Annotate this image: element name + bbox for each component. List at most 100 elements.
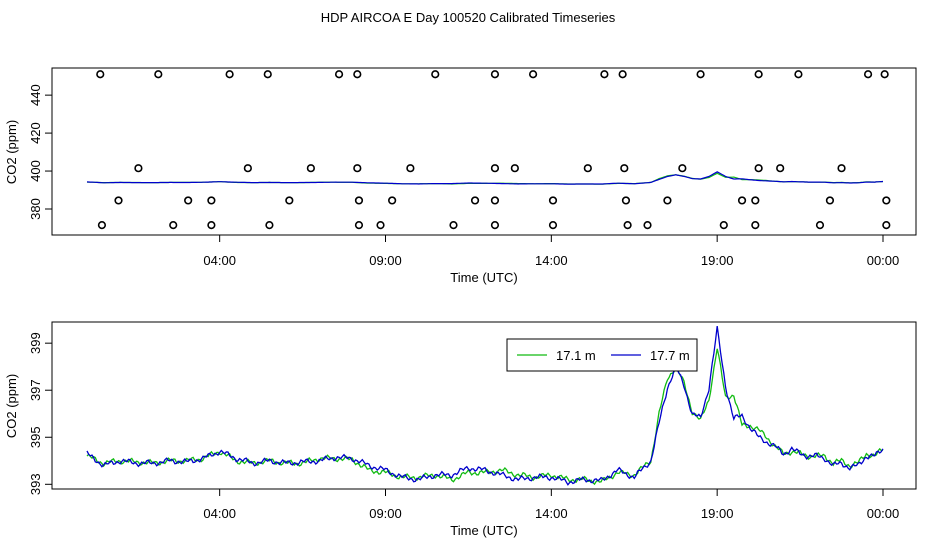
outlier-point xyxy=(696,70,705,79)
y-tick-label: 440 xyxy=(28,84,43,106)
outlier-point xyxy=(96,70,105,79)
outlier-point xyxy=(863,70,873,79)
y-tick-label: 393 xyxy=(28,473,43,495)
outlier-point xyxy=(490,221,500,230)
lower-y-axis-label: CO2 (ppm) xyxy=(4,374,19,438)
outlier-point xyxy=(621,196,631,205)
outlier-point xyxy=(388,196,397,205)
outlier-point xyxy=(719,221,728,230)
outlier-point xyxy=(353,70,362,79)
x-tick-label: 04:00 xyxy=(203,253,236,268)
legend-label-series-b: 17.7 m xyxy=(650,348,690,363)
outlier-point xyxy=(583,164,592,173)
outlier-point xyxy=(663,196,672,205)
outlier-point xyxy=(751,221,760,230)
x-tick-label: 19:00 xyxy=(701,253,734,268)
outlier-point xyxy=(490,196,500,205)
x-tick-label: 14:00 xyxy=(535,506,568,521)
outlier-point xyxy=(618,70,627,79)
outlier-point xyxy=(754,70,763,79)
outlier-point xyxy=(643,221,652,230)
upper-series-lines xyxy=(86,171,884,185)
x-tick-label: 04:00 xyxy=(203,506,236,521)
outlier-point xyxy=(620,164,629,173)
upper-outlier-points xyxy=(96,70,891,230)
outlier-point xyxy=(334,70,344,79)
outlier-point xyxy=(548,196,558,205)
outlier-point xyxy=(623,221,632,230)
panel-upper-scatter: 04:00 09:00 14:00 19:00 00:00 380 400 420 440 T… xyxy=(4,67,917,285)
outlier-point xyxy=(114,196,123,205)
y-tick-label: 395 xyxy=(28,426,43,448)
lower-series-line-b xyxy=(86,326,884,486)
outlier-point xyxy=(751,196,760,205)
outlier-point xyxy=(882,221,891,230)
lower-x-axis: 04:00 09:00 14:00 19:00 00:00 xyxy=(203,489,899,521)
outlier-point xyxy=(548,221,558,230)
outlier-point xyxy=(678,164,687,173)
outlier-point xyxy=(154,70,163,79)
outlier-point xyxy=(263,70,272,79)
outlier-point xyxy=(837,164,846,173)
outlier-point xyxy=(97,221,107,230)
y-tick-label: 380 xyxy=(28,198,43,220)
lower-x-axis-label: Time (UTC) xyxy=(450,523,517,538)
upper-x-axis: 04:00 09:00 14:00 19:00 00:00 xyxy=(203,235,899,268)
y-tick-label: 420 xyxy=(28,122,43,144)
x-tick-label: 09:00 xyxy=(369,253,402,268)
outlier-point xyxy=(880,70,889,79)
outlier-point xyxy=(449,221,458,230)
upper-series-line-b xyxy=(86,171,884,185)
upper-y-axis: 380 400 420 440 xyxy=(28,84,52,220)
panel-lower-line: 04:00 09:00 14:00 19:00 00:00 393 395 397 399 T… xyxy=(4,321,917,538)
outlier-point xyxy=(184,196,193,205)
outlier-point xyxy=(431,70,440,79)
legend: 17.1 m 17.7 m xyxy=(506,338,698,372)
outlier-point xyxy=(353,164,362,173)
outlier-point xyxy=(754,164,763,173)
outlier-point xyxy=(306,164,315,173)
outlier-point xyxy=(490,70,500,79)
x-tick-label: 14:00 xyxy=(535,253,568,268)
upper-x-axis-label: Time (UTC) xyxy=(450,270,517,285)
outlier-point xyxy=(470,196,480,205)
y-tick-label: 400 xyxy=(28,160,43,182)
x-tick-label: 09:00 xyxy=(369,506,402,521)
outlier-point xyxy=(825,196,835,205)
outlier-point xyxy=(376,221,385,230)
outlier-point xyxy=(815,221,825,230)
outlier-point xyxy=(776,164,785,173)
outlier-point xyxy=(490,164,500,173)
outlier-point xyxy=(225,70,234,79)
figure-title: HDP AIRCOA E Day 100520 Calibrated Times… xyxy=(321,10,616,25)
outlier-point xyxy=(406,164,415,173)
outlier-point xyxy=(207,196,216,205)
outlier-point xyxy=(285,196,294,205)
lower-series-lines xyxy=(86,326,884,486)
lower-plot-frame xyxy=(51,321,917,490)
upper-plot-frame xyxy=(51,67,917,236)
y-tick-label: 397 xyxy=(28,379,43,401)
x-tick-label: 19:00 xyxy=(701,506,734,521)
outlier-point xyxy=(354,196,364,205)
y-tick-label: 399 xyxy=(28,332,43,354)
outlier-point xyxy=(528,70,538,79)
outlier-point xyxy=(510,164,519,173)
outlier-point xyxy=(243,164,252,173)
lower-y-axis: 393 395 397 399 xyxy=(28,332,52,495)
outlier-point xyxy=(265,221,274,230)
x-tick-label: 00:00 xyxy=(867,253,900,268)
outlier-point xyxy=(600,70,609,79)
lower-series-line-a xyxy=(86,348,884,486)
x-tick-label: 00:00 xyxy=(867,506,900,521)
outlier-point xyxy=(207,221,216,230)
outlier-point xyxy=(737,196,747,205)
outlier-point xyxy=(134,164,143,173)
outlier-point xyxy=(794,70,803,79)
upper-y-axis-label: CO2 (ppm) xyxy=(4,120,19,184)
outlier-point xyxy=(169,221,178,230)
outlier-point xyxy=(882,196,891,205)
legend-label-series-a: 17.1 m xyxy=(556,348,596,363)
